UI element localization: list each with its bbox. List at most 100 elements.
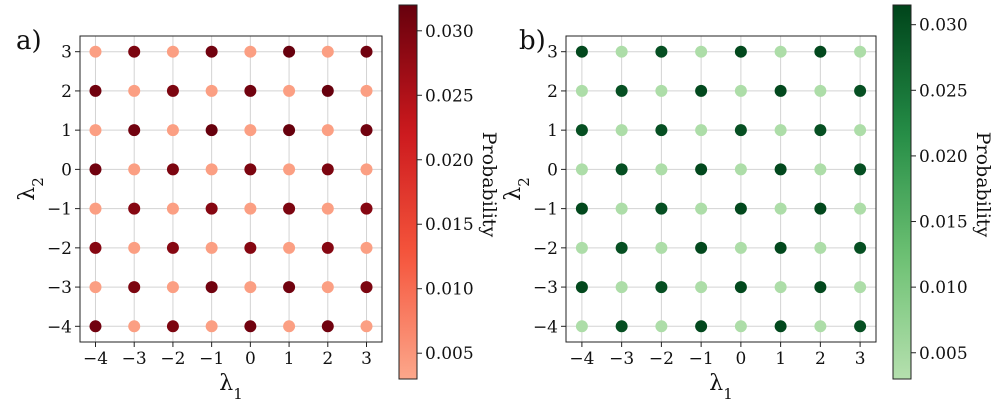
data-point: [360, 202, 373, 215]
data-point: [734, 281, 747, 294]
y-tick-label: −2: [533, 239, 558, 259]
panel-a: a) −4 −3 −2 −1 0 1 2 3 −4 −3 −2 −1 0 1 2 3 λ1 λ2 0.005 0.010…: [15, 4, 500, 400]
data-point: [854, 320, 867, 333]
data-point: [695, 320, 708, 333]
data-point: [89, 320, 102, 333]
data-point: [575, 320, 588, 333]
y-tick-label: −2: [47, 239, 72, 259]
data-point: [244, 281, 257, 294]
data-point: [128, 163, 141, 176]
data-point: [321, 84, 334, 97]
data-point: [774, 320, 787, 333]
x-tick-label: −1: [199, 349, 224, 369]
data-point: [128, 45, 141, 58]
data-point: [615, 163, 628, 176]
x-tick-label: −3: [609, 349, 634, 369]
data-point: [205, 163, 218, 176]
data-point: [575, 45, 588, 58]
data-point: [854, 202, 867, 215]
data-point: [128, 241, 141, 254]
data-point: [244, 241, 257, 254]
data-point: [321, 241, 334, 254]
data-point: [655, 124, 668, 137]
data-point: [283, 281, 296, 294]
data-point: [615, 45, 628, 58]
x-tick-label: 2: [322, 349, 333, 369]
colorbar-tick-label: 0.010: [919, 278, 968, 298]
data-point: [774, 202, 787, 215]
colorbar-tick-label: 0.015: [425, 215, 474, 235]
y-tick-label: −3: [47, 278, 72, 298]
data-point: [321, 45, 334, 58]
y-tick-label: −4: [533, 317, 558, 337]
data-point: [205, 124, 218, 137]
data-point: [244, 124, 257, 137]
data-point: [695, 45, 708, 58]
data-point: [283, 163, 296, 176]
panel-b: b) −4 −3 −2 −1 0 1 2 3 −4 −3 −2 −1 0 1 2 3 λ1 λ2 0.005 0.010…: [501, 4, 994, 400]
data-point: [854, 124, 867, 137]
data-point: [734, 124, 747, 137]
colorbar: [398, 4, 418, 380]
data-point: [205, 281, 218, 294]
data-point: [321, 202, 334, 215]
colorbar-tick-label: 0.015: [919, 213, 968, 233]
data-point: [205, 202, 218, 215]
data-point: [283, 124, 296, 137]
data-point: [655, 320, 668, 333]
colorbar-tick-label: 0.030: [919, 16, 968, 36]
data-point: [283, 84, 296, 97]
data-point: [283, 320, 296, 333]
colorbar-label: Probability: [478, 132, 500, 238]
data-point: [575, 281, 588, 294]
x-tick-label: −2: [649, 349, 674, 369]
data-point: [89, 45, 102, 58]
data-point: [244, 45, 257, 58]
colorbar-tick-label: 0.005: [425, 344, 474, 364]
data-point: [734, 163, 747, 176]
data-point: [128, 84, 141, 97]
y-tick-label: 2: [547, 82, 558, 102]
colorbar-tick-label: 0.025: [425, 86, 474, 106]
data-point: [205, 45, 218, 58]
data-point: [205, 84, 218, 97]
data-point: [814, 124, 827, 137]
data-point: [89, 202, 102, 215]
data-point: [321, 281, 334, 294]
data-point: [244, 84, 257, 97]
x-tick-label: 3: [361, 349, 372, 369]
data-point: [166, 124, 179, 137]
data-point: [854, 281, 867, 294]
x-tick-label: −2: [160, 349, 185, 369]
x-tick-label: −1: [689, 349, 714, 369]
data-point: [814, 84, 827, 97]
data-point: [734, 45, 747, 58]
data-point: [89, 163, 102, 176]
data-point: [814, 320, 827, 333]
panel-label: a): [16, 26, 42, 56]
data-point: [734, 320, 747, 333]
data-point: [655, 45, 668, 58]
data-point: [615, 202, 628, 215]
data-point: [283, 241, 296, 254]
data-point: [695, 281, 708, 294]
data-point: [695, 84, 708, 97]
data-point: [695, 241, 708, 254]
y-axis-label: λ2: [15, 177, 47, 201]
y-tick-label: 0: [547, 160, 558, 180]
y-axis-label: λ2: [501, 177, 533, 201]
data-point: [774, 124, 787, 137]
x-tick-label: 1: [284, 349, 295, 369]
data-point: [205, 320, 218, 333]
data-point: [575, 202, 588, 215]
panel-label: b): [519, 26, 546, 56]
data-point: [360, 124, 373, 137]
data-point: [360, 320, 373, 333]
data-point: [244, 202, 257, 215]
data-point: [283, 202, 296, 215]
data-point: [128, 202, 141, 215]
data-point: [321, 124, 334, 137]
data-point: [615, 320, 628, 333]
data-point: [854, 241, 867, 254]
data-point: [814, 281, 827, 294]
